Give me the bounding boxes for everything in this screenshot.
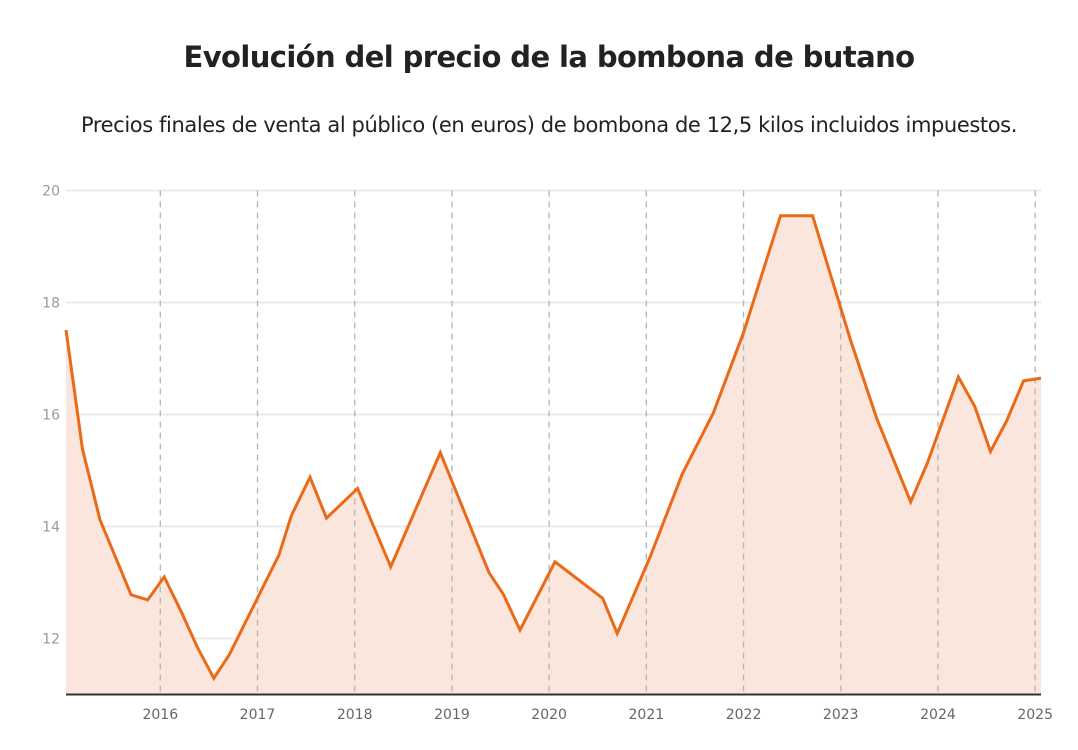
x-tick-label: 2018 [337, 707, 373, 723]
area-fill [66, 215, 1041, 695]
x-tick-label: 2020 [531, 707, 567, 723]
price-line [64, 214, 1042, 682]
x-tick-label: 2016 [142, 707, 178, 723]
chart-subtitle: Precios finales de venta al público (en … [80, 113, 1017, 137]
x-tick-label: 2024 [920, 707, 956, 723]
x-tick-label: 2019 [434, 707, 470, 723]
x-tick-label: 2025 [1017, 707, 1053, 723]
y-tick-label: 16 [42, 408, 60, 424]
x-tick-label: 2022 [726, 707, 762, 723]
year-gridlines [159, 190, 1036, 695]
chart-title: Evolución del precio de la bombona de bu… [183, 40, 916, 74]
y-tick-label: 20 [42, 184, 60, 200]
x-tick-label: 2021 [629, 707, 665, 723]
y-tick-label: 14 [42, 520, 60, 536]
y-tick-label: 12 [42, 632, 60, 648]
y-tick-label: 18 [42, 296, 60, 312]
x-tick-label: 2017 [240, 707, 276, 723]
x-tick-labels: 2016 2017 2018 2019 2020 2021 2022 2023 2024 2025 [142, 707, 1053, 723]
x-tick-label: 2023 [823, 707, 859, 723]
y-tick-labels: 12 14 16 18 20 [42, 184, 60, 648]
series-line [64, 214, 1042, 682]
area-fill-shape [66, 215, 1041, 695]
